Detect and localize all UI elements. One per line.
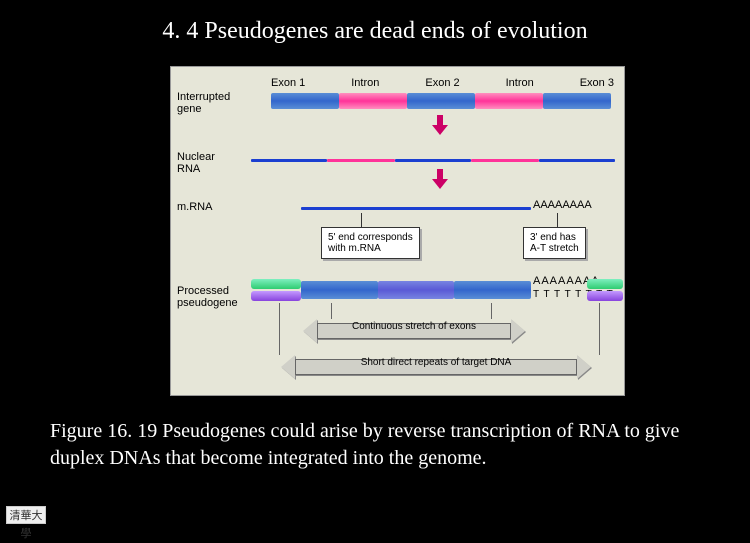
arrow-continuous-exons: Continuous stretch of exons xyxy=(303,319,525,343)
arrow-text-top: Continuous stretch of exons xyxy=(303,321,525,332)
arrow-2 xyxy=(433,169,447,189)
pg-exon3 xyxy=(454,281,531,299)
label-mrna: m.RNA xyxy=(177,201,212,213)
seg-exon1 xyxy=(271,93,339,109)
seg-exon3 xyxy=(543,93,611,109)
pg-exon1 xyxy=(301,281,378,299)
label-nuclear-rna: NuclearRNA xyxy=(177,151,215,175)
slide-title: 4. 4 Pseudogenes are dead ends of evolut… xyxy=(0,0,750,45)
pg-exon2 xyxy=(378,281,455,299)
seg-intron2 xyxy=(475,93,543,109)
university-logo: 清華大學 xyxy=(6,506,46,524)
interrupted-gene-track xyxy=(271,93,611,109)
label-processed-pseudogene: Processedpseudogene xyxy=(177,285,238,309)
nrna-intron1 xyxy=(327,159,395,162)
nrna-exon3 xyxy=(539,159,615,162)
flank-left xyxy=(251,279,301,301)
tl-intron1: Intron xyxy=(351,77,379,89)
mrna-polya: AAAAAAAA xyxy=(533,199,592,211)
connector-1 xyxy=(361,213,362,227)
tl-exon3: Exon 3 xyxy=(580,77,614,89)
repeat-tick-l xyxy=(279,303,280,355)
pseudogene-exons xyxy=(301,281,531,299)
up-tick-2 xyxy=(491,303,501,319)
track-labels: Exon 1 Intron Exon 2 Intron Exon 3 xyxy=(271,77,614,89)
tl-intron2: Intron xyxy=(506,77,534,89)
up-tick-1 xyxy=(331,303,341,319)
mrna-line xyxy=(301,207,531,210)
figure-caption: Figure 16. 19 Pseudogenes could arise by… xyxy=(50,418,700,472)
callout-3prime: 3' end hasA-T stretch xyxy=(523,227,586,259)
flank-right xyxy=(587,279,623,301)
arrow-direct-repeats: Short direct repeats of target DNA xyxy=(281,355,591,379)
tl-exon1: Exon 1 xyxy=(271,77,305,89)
repeat-tick-r xyxy=(599,303,600,355)
label-interrupted-gene: Interruptedgene xyxy=(177,91,230,115)
seg-intron1 xyxy=(339,93,407,109)
tl-exon2: Exon 2 xyxy=(425,77,459,89)
seg-exon2 xyxy=(407,93,475,109)
arrow-text-bottom: Short direct repeats of target DNA xyxy=(281,357,591,368)
nrna-exon1 xyxy=(251,159,327,162)
callout-5prime: 5' end correspondswith m.RNA xyxy=(321,227,420,259)
arrow-1 xyxy=(433,115,447,135)
nrna-intron2 xyxy=(471,159,539,162)
nrna-exon2 xyxy=(395,159,471,162)
diagram-container: Interruptedgene Exon 1 Intron Exon 2 Int… xyxy=(170,66,625,396)
connector-2 xyxy=(557,213,558,227)
